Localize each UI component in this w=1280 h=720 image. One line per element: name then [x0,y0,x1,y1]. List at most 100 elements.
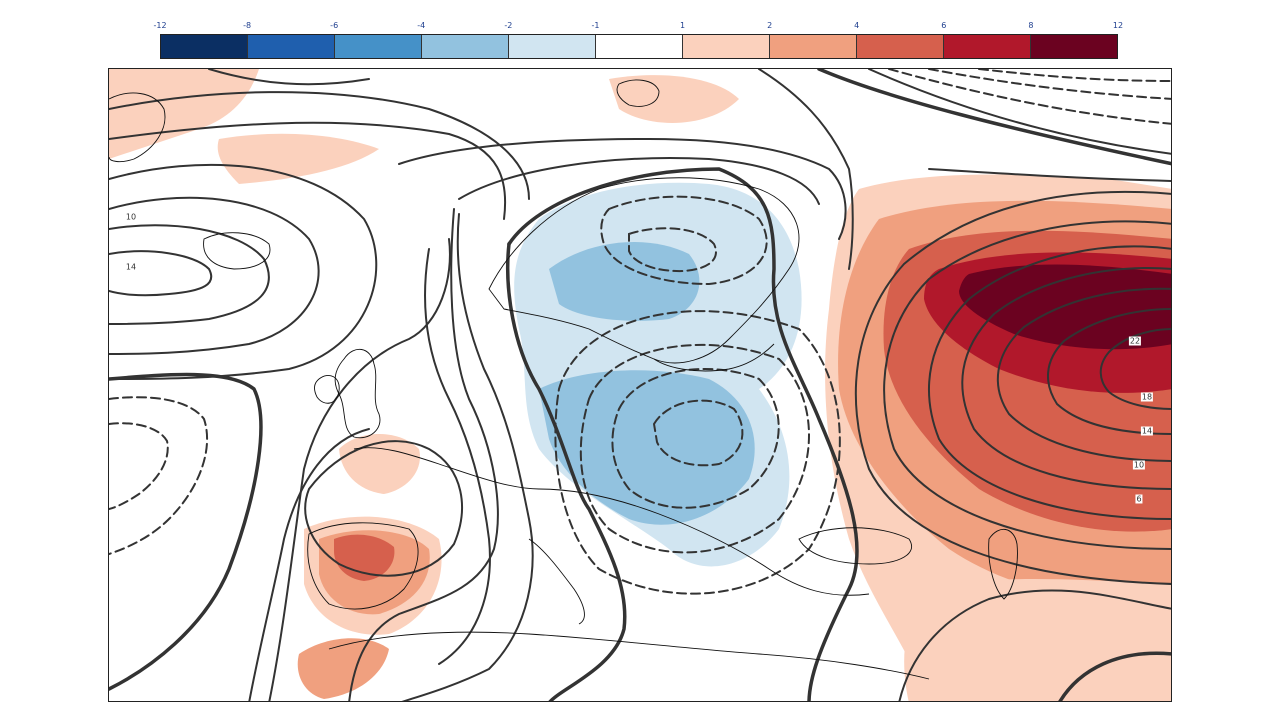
contour-north-6 [758,69,854,270]
contour-thick-central [507,167,859,701]
dashed-contour-northeast-1 [888,69,1171,125]
contour-thick-central-west [506,242,627,701]
coastline-caspian [988,529,1018,600]
warm-area-northwest [109,69,259,159]
contour-northeast-2 [928,168,1171,182]
colorbar-segment [248,35,335,58]
contour-uk-2 [348,208,499,701]
dashed-contour-west-low-1 [109,396,209,555]
contour-north-4 [398,137,847,240]
coastline-iberia [307,522,419,610]
colorbar-tick-label: 8 [1028,21,1034,30]
contour-uk-1 [268,238,451,701]
colorbar-tick-label: 4 [854,21,860,30]
colorbar-tick-label: 2 [767,21,773,30]
colorbar [160,34,1118,59]
colorbar-tick-label: -6 [330,21,339,30]
contour-west-3 [109,163,378,380]
contour-east-8 [898,589,1171,701]
colorbar-segment [422,35,509,58]
colorbar-segment [944,35,1031,58]
warm-area-south-east [904,579,1171,701]
colorbar-tick-label: -1 [591,21,600,30]
coastlines [109,79,1018,680]
contour-east-7 [854,190,1171,585]
contour-label-russia-22: 22 [1128,336,1142,346]
colorbar-segment [335,35,422,58]
coastline-italy [528,538,585,625]
coastline-svalbard [616,79,660,107]
contour-label-iceland-10: 10 [124,212,138,222]
contour-biscay-loop [304,440,463,577]
colorbar-segment [596,35,683,58]
dashed-contour-northeast-2 [928,69,1171,100]
dashed-contour-west-low-2 [109,422,169,510]
contour-label-russia-14: 14 [1140,426,1154,436]
temperature-anomaly-shading [109,69,1171,701]
colorbar-tick-label: 1 [679,21,686,30]
contour-label-iceland-14: 14 [124,262,138,272]
dashed-contour-northeast-3 [978,69,1171,82]
contour-label-russia-18: 18 [1140,392,1154,402]
anomaly-map [109,69,1171,701]
contour-east-2 [961,267,1171,490]
contour-east-3 [996,287,1171,462]
cold-core-central-europe [539,370,755,525]
colorbar-segment [1031,35,1117,58]
cold-core-scandinavia [549,242,700,321]
contour-west-4 [109,250,213,297]
dashed-contour-scand-1 [600,195,768,286]
coastline-iceland [203,232,271,270]
colorbar-tick-label: 12 [1112,21,1124,30]
contour-central-2 [424,248,491,665]
coastline-baltic [653,343,775,372]
coastline-ireland [314,375,340,404]
colorbar-tick-label: -8 [243,21,252,30]
contour-label-russia-10: 10 [1132,460,1146,470]
coastline-africa [328,631,930,680]
colorbar-legend: -12 -8 -6 -4 -2 -1 1 2 4 6 8 12 [153,18,1124,62]
warm-area-russia-peak [959,264,1171,350]
colorbar-tick-label: -12 [153,21,167,30]
contour-central-1 [401,213,534,701]
geopotential-contours [109,69,1171,701]
dashed-contour-scand-2 [628,227,717,273]
warm-area-north-atlantic [217,133,379,184]
coastline-uk [334,349,381,439]
dashed-contour-europe-1 [652,399,744,467]
contour-north-3 [208,69,370,86]
map-panel: 10 14 22 18 14 10 6 [108,68,1172,702]
dashed-contours [109,69,1171,595]
colorbar-segment [857,35,944,58]
contour-east-4 [1046,308,1171,435]
colorbar-segment [683,35,770,58]
contour-east-1 [928,245,1171,520]
dashed-contour-europe-2 [611,368,780,509]
contour-west-2 [109,196,320,355]
contour-north-2 [109,121,507,220]
contour-thick-southeast [1058,651,1171,701]
contour-north-1 [109,91,530,200]
coastline-black-sea [798,527,912,565]
colorbar-tick-label: -4 [417,21,426,30]
contour-east-6 [883,220,1171,550]
dashed-contour-europe-3 [579,343,810,554]
colorbar-tick-label: -2 [504,21,513,30]
colorbar-segment [161,35,248,58]
coastline-scandinavia [488,177,800,364]
warm-area-arctic [609,75,739,123]
contour-east-5 [1099,328,1171,410]
contour-west-1 [109,224,270,325]
warm-area-northwest-africa [297,638,389,699]
coastline-greenland [109,92,166,163]
colorbar-segment [509,35,596,58]
colorbar-segment [770,35,857,58]
contour-label-russia-6: 6 [1135,494,1143,504]
contour-iberia-1 [248,428,370,701]
contour-northeast-1 [868,69,1171,155]
colorbar-tick-label: 6 [941,21,947,30]
contour-thick-northeast [817,69,1171,166]
coastline-europe [353,447,870,596]
contour-north-5 [458,157,820,205]
contour-thick-west [109,372,263,691]
